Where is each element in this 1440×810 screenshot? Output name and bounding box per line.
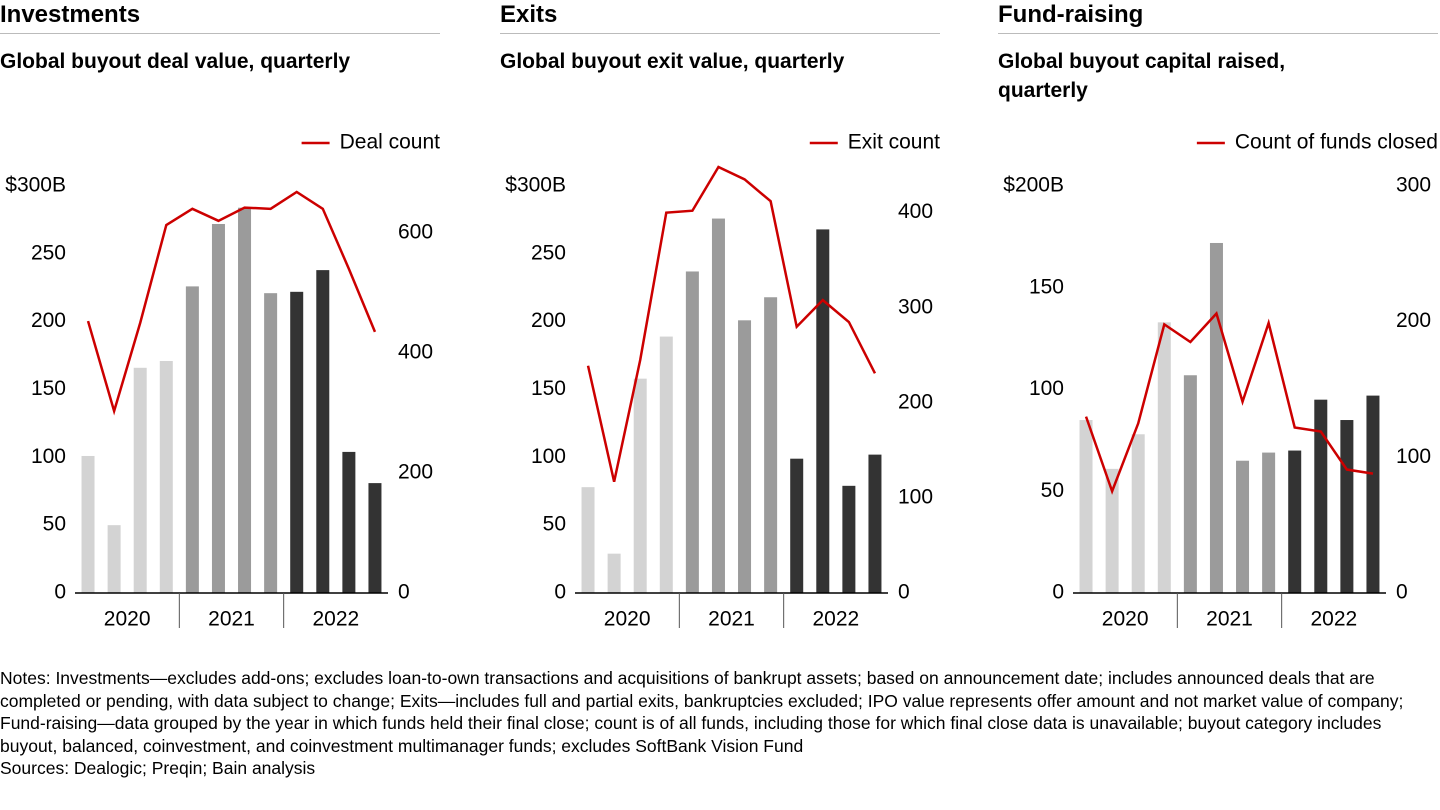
bar xyxy=(316,270,330,593)
bar xyxy=(81,455,95,593)
y-tick-label: 200 xyxy=(31,309,66,332)
y-tick-label: 0 xyxy=(54,581,66,604)
x-group-label: 2020 xyxy=(604,608,651,631)
bar xyxy=(1079,420,1093,593)
bar xyxy=(1262,452,1276,593)
bar xyxy=(133,367,147,593)
y2-tick-label: 600 xyxy=(398,220,433,243)
y2-tick-label: 100 xyxy=(898,485,933,508)
bar xyxy=(107,525,121,593)
y-tick-label: 50 xyxy=(1041,479,1064,502)
line-series xyxy=(586,165,877,483)
bar xyxy=(1288,450,1302,593)
panel-subtitle: Global buyout exit value, quarterly xyxy=(500,50,845,73)
y-tick-label: 50 xyxy=(43,513,66,536)
legend-label: Count of funds closed xyxy=(1235,131,1438,154)
y-tick-label: $300B xyxy=(5,174,66,197)
bar xyxy=(264,293,278,593)
bar xyxy=(368,483,382,593)
bar xyxy=(1183,375,1197,593)
x-group-label: 2022 xyxy=(812,608,859,631)
y2-tick-label: 0 xyxy=(898,581,910,604)
y2-tick-label: 100 xyxy=(1396,445,1431,468)
x-group-label: 2020 xyxy=(1102,608,1149,631)
bar xyxy=(816,229,830,593)
y-tick-label: 100 xyxy=(1029,377,1064,400)
bar xyxy=(1236,460,1250,593)
x-group-label: 2021 xyxy=(1206,608,1253,631)
y-tick-label: 250 xyxy=(531,241,566,264)
bar xyxy=(868,454,882,593)
y2-tick-label: 200 xyxy=(898,390,933,413)
y2-tick-label: 300 xyxy=(1396,174,1431,197)
bar xyxy=(607,553,621,593)
y-tick-label: 0 xyxy=(1052,581,1064,604)
panel: Investments Global buyout deal value, qu… xyxy=(0,0,440,640)
bar xyxy=(1105,468,1119,593)
panel: Fund-raising Global buyout capital raise… xyxy=(998,0,1438,640)
panel-title: Fund-raising xyxy=(998,0,1438,34)
y-tick-label: 250 xyxy=(31,241,66,264)
bar xyxy=(1209,242,1223,594)
y-tick-label: 150 xyxy=(31,377,66,400)
panel-subtitle: Global buyout capital raised, quarterly xyxy=(998,50,1286,102)
x-group-label: 2022 xyxy=(312,608,359,631)
y-tick-label: 200 xyxy=(531,309,566,332)
y-tick-label: 0 xyxy=(554,581,566,604)
y-tick-label: $300B xyxy=(505,174,566,197)
bar xyxy=(1314,399,1328,593)
y-tick-label: $200B xyxy=(1003,174,1064,197)
bar xyxy=(342,451,356,593)
y2-tick-label: 200 xyxy=(1396,309,1431,332)
y-tick-label: 50 xyxy=(543,513,566,536)
chart: 0 50 100 150 200 250 $300B 0 100 200 300 400 Exit co… xyxy=(505,131,940,631)
x-group-label: 2022 xyxy=(1310,608,1357,631)
y-tick-label: 150 xyxy=(531,377,566,400)
bar xyxy=(1340,420,1354,593)
bar xyxy=(738,320,752,593)
notes-block: Notes: Investments—excludes add-ons; exc… xyxy=(0,667,1420,780)
y2-tick-label: 400 xyxy=(898,200,933,223)
y-tick-label: 150 xyxy=(1029,275,1064,298)
bar xyxy=(185,286,199,593)
y2-tick-label: 200 xyxy=(398,460,433,483)
x-group-label: 2021 xyxy=(208,608,255,631)
bar xyxy=(290,291,304,593)
bar xyxy=(711,218,725,593)
line-series xyxy=(86,190,377,416)
bar xyxy=(633,378,647,593)
chart: 0 50 100 150 200 250 $300B 0 200 400 600 Deal count… xyxy=(5,131,440,631)
y2-tick-label: 0 xyxy=(1396,581,1408,604)
bar xyxy=(685,271,699,593)
bar xyxy=(1157,322,1171,593)
x-group-label: 2021 xyxy=(708,608,755,631)
y-tick-label: 100 xyxy=(31,445,66,468)
bar xyxy=(211,223,225,593)
bar xyxy=(581,487,595,593)
sources: Sources: Dealogic; Preqin; Bain analysis xyxy=(0,758,316,778)
notes: Notes: Investments—excludes add-ons; exc… xyxy=(0,668,1404,756)
legend-label: Exit count xyxy=(848,131,940,154)
x-group-label: 2020 xyxy=(104,608,151,631)
bar xyxy=(764,297,778,593)
panel-title: Exits xyxy=(500,0,940,34)
line-series xyxy=(1084,311,1374,495)
chart: 0 50 100 150 $200B 0 100 200 300 Count of funds c… xyxy=(1003,131,1438,631)
y-tick-label: 100 xyxy=(531,445,566,468)
bar xyxy=(659,336,673,593)
bar xyxy=(1131,434,1145,593)
bar xyxy=(790,458,804,593)
bar xyxy=(842,485,856,593)
y2-tick-label: 0 xyxy=(398,581,410,604)
y2-tick-label: 400 xyxy=(398,340,433,363)
panel-title: Investments xyxy=(0,0,440,34)
y2-tick-label: 300 xyxy=(898,295,933,318)
panel: Exits Global buyout exit value, quarterl… xyxy=(500,0,940,640)
bar xyxy=(238,207,252,593)
legend-label: Deal count xyxy=(340,131,440,154)
panel-subtitle: Global buyout deal value, quarterly xyxy=(0,50,351,73)
bar xyxy=(1366,395,1380,593)
bar xyxy=(159,361,173,593)
